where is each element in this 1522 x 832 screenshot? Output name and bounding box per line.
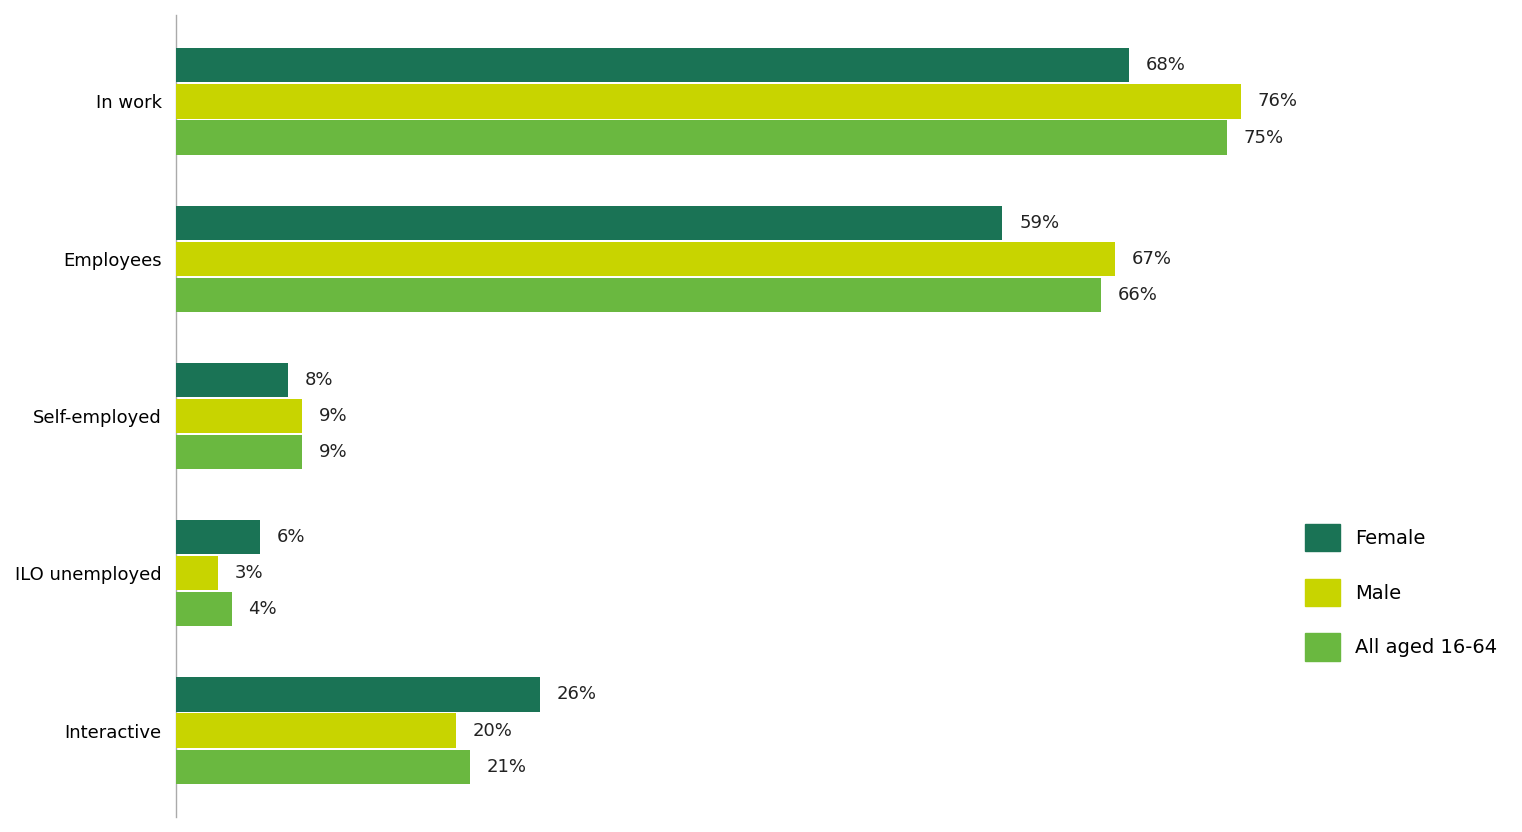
Bar [175, 85, 1240, 118]
Bar [175, 592, 231, 626]
Text: 21%: 21% [487, 758, 527, 775]
Text: 26%: 26% [557, 686, 597, 704]
Bar [175, 399, 301, 433]
Text: 67%: 67% [1131, 250, 1172, 268]
Text: 68%: 68% [1146, 57, 1186, 74]
Bar [175, 557, 218, 590]
Bar [175, 714, 455, 747]
Bar [175, 278, 1100, 312]
Text: 59%: 59% [1020, 214, 1059, 231]
Bar [175, 121, 1227, 155]
Legend: Female, Male, All aged 16-64: Female, Male, All aged 16-64 [1304, 524, 1498, 661]
Bar [175, 242, 1114, 275]
Bar [175, 48, 1129, 82]
Bar [175, 363, 288, 397]
Text: 6%: 6% [277, 528, 304, 547]
Text: 20%: 20% [473, 721, 513, 740]
Text: 76%: 76% [1257, 92, 1298, 111]
Bar [175, 750, 470, 784]
Text: 9%: 9% [318, 443, 347, 461]
Text: 3%: 3% [234, 564, 263, 582]
Text: 8%: 8% [304, 371, 333, 389]
Text: 4%: 4% [248, 601, 277, 618]
Bar [175, 520, 260, 554]
Bar [175, 435, 301, 469]
Bar [175, 677, 540, 711]
Text: 66%: 66% [1117, 285, 1157, 304]
Text: 9%: 9% [318, 407, 347, 425]
Bar [175, 206, 1003, 240]
Text: 75%: 75% [1243, 128, 1283, 146]
